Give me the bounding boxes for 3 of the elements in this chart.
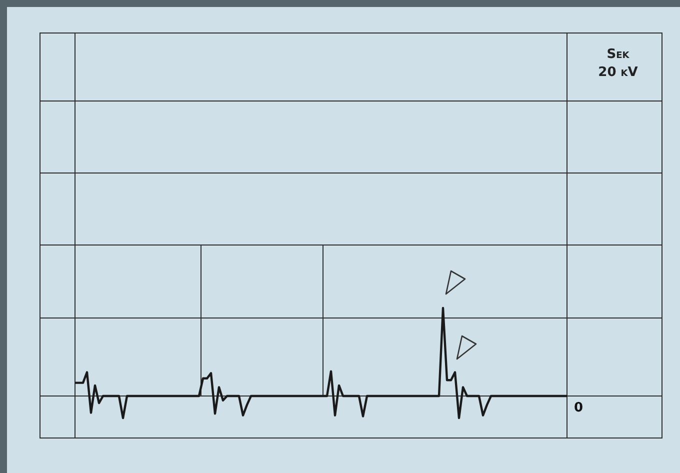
text: 20 kV <box>597 64 639 82</box>
text: 0 <box>574 400 584 416</box>
text: Sek <box>606 46 630 64</box>
